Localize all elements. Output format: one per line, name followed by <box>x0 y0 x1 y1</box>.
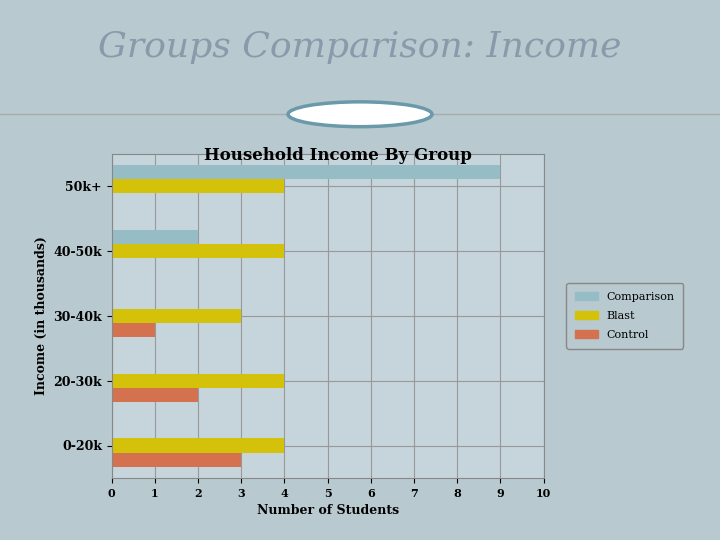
Y-axis label: Income (in thousands): Income (in thousands) <box>35 237 48 395</box>
Bar <box>112 388 198 402</box>
Bar <box>112 438 284 453</box>
Bar <box>112 244 284 258</box>
Bar <box>112 179 284 193</box>
X-axis label: Number of Students: Number of Students <box>256 504 399 517</box>
Text: Groups Comparison: Income: Groups Comparison: Income <box>98 30 622 64</box>
Legend: Comparison, Blast, Control: Comparison, Blast, Control <box>567 283 683 349</box>
Bar <box>112 309 241 323</box>
Circle shape <box>288 102 432 127</box>
Bar <box>112 165 500 179</box>
Text: Household Income By Group: Household Income By Group <box>204 147 472 164</box>
Bar <box>112 230 198 244</box>
Bar <box>112 453 241 467</box>
Bar <box>112 374 284 388</box>
Bar <box>112 323 155 338</box>
